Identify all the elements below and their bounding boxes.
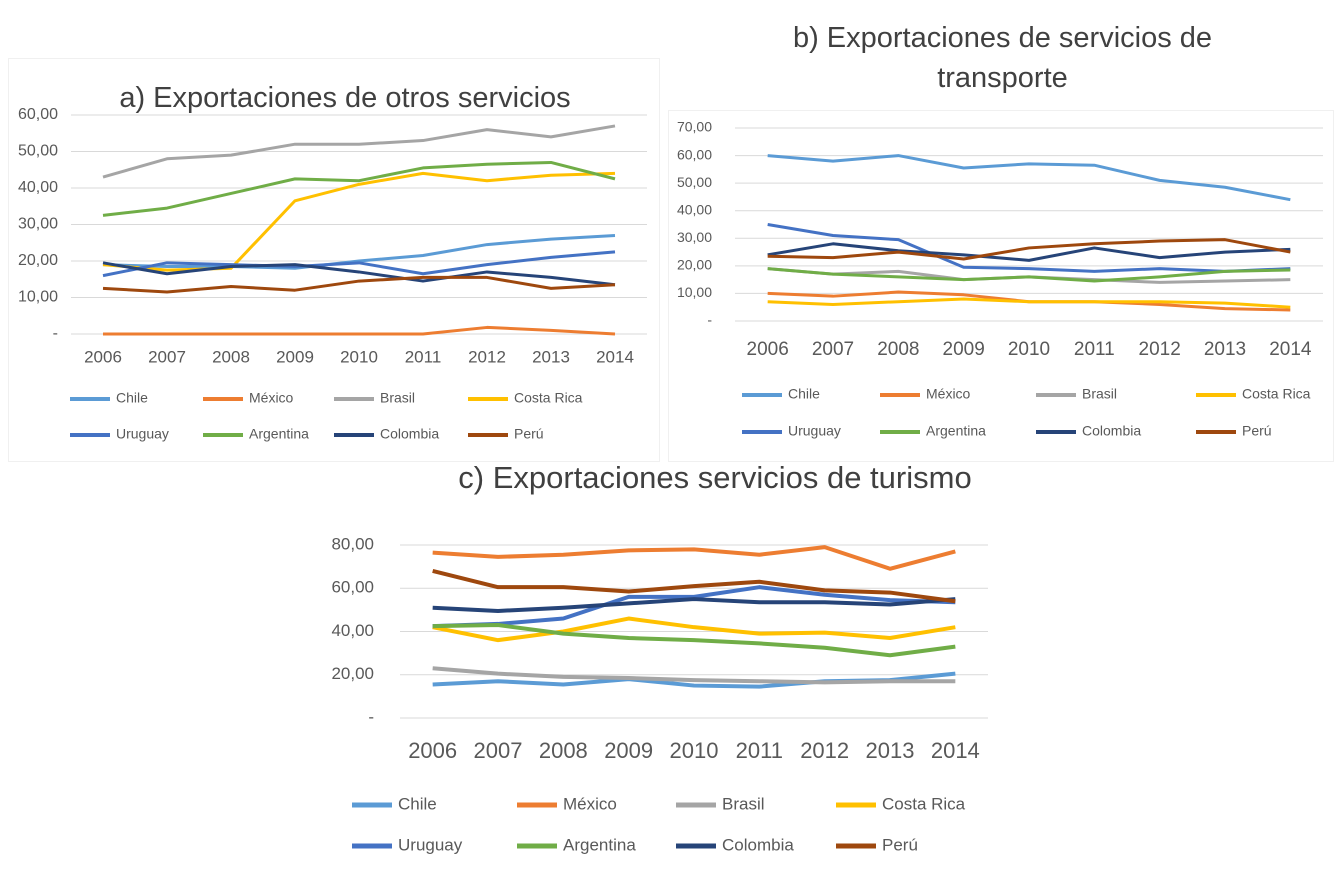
series-line (432, 623, 956, 658)
x-tick-label: 2012 (800, 738, 849, 763)
series-line (432, 666, 956, 685)
series-line (767, 267, 1291, 283)
series-line (102, 171, 616, 272)
legend-label: México (926, 386, 971, 402)
x-tick-label: 2006 (408, 738, 457, 763)
y-tick-label: 30,00 (677, 229, 712, 245)
series-line (102, 275, 616, 294)
series-line (432, 545, 956, 571)
series-line (767, 223, 1291, 273)
legend-label: México (249, 390, 294, 406)
legend-label: Costa Rica (514, 390, 583, 406)
x-tick-label: 2013 (532, 347, 570, 366)
x-tick-label: 2006 (84, 347, 122, 366)
series-line (102, 160, 616, 217)
legend-label: Argentina (249, 426, 309, 442)
x-tick-label: 2013 (866, 738, 915, 763)
series-line (767, 242, 1291, 262)
y-tick-label: 20,00 (331, 664, 374, 683)
x-tick-label: 2007 (474, 738, 523, 763)
y-tick-label: 40,00 (677, 201, 712, 217)
chart-title: b) Exportaciones de servicios de transpo… (792, 22, 1213, 94)
panel-a (8, 58, 660, 462)
legend-label: Chile (788, 386, 820, 402)
chart-title: c) Exportaciones servicios de turismo (458, 460, 972, 495)
legend-label: Brasil (380, 390, 415, 406)
y-tick-label: 80,00 (331, 534, 374, 553)
x-tick-label: 2012 (1139, 339, 1181, 360)
legend-label: Uruguay (788, 423, 841, 439)
legend-label: Argentina (926, 423, 986, 439)
x-tick-label: 2011 (736, 738, 783, 763)
y-tick-label: - (707, 312, 712, 328)
series-line (432, 585, 956, 629)
series-line (432, 597, 956, 613)
y-tick-label: 50,00 (18, 143, 58, 160)
x-tick-label: 2009 (276, 347, 314, 366)
legend-label: Colombia (1082, 423, 1141, 439)
y-tick-label: - (368, 707, 374, 726)
x-tick-label: 2008 (212, 347, 250, 366)
series-line (767, 297, 1291, 309)
panel-b (668, 110, 1334, 462)
x-tick-label: 2010 (670, 738, 719, 763)
x-tick-label: 2006 (747, 339, 789, 360)
series-line (103, 325, 616, 336)
series-line (767, 154, 1291, 202)
x-tick-label: 2012 (468, 347, 506, 366)
x-tick-label: 2008 (539, 738, 588, 763)
series-line (102, 250, 616, 278)
x-tick-label: 2011 (1074, 339, 1115, 360)
y-tick-label: 10,00 (677, 284, 712, 300)
series-line (102, 124, 616, 179)
y-tick-label: 50,00 (677, 174, 712, 190)
x-tick-label: 2011 (405, 347, 442, 366)
x-tick-label: 2010 (1008, 339, 1050, 360)
legend-label: Uruguay (116, 426, 169, 442)
legend-label: Uruguay (398, 835, 463, 854)
legend-label: Brasil (722, 794, 765, 813)
y-tick-label: 70,00 (677, 119, 712, 135)
legend-label: Perú (882, 835, 918, 854)
x-tick-label: 2010 (340, 347, 378, 366)
y-tick-label: 60,00 (18, 106, 58, 123)
series-line (102, 233, 616, 270)
x-tick-label: 2009 (604, 738, 653, 763)
x-tick-label: 2008 (877, 339, 919, 360)
x-tick-label: 2007 (812, 339, 854, 360)
y-tick-label: 40,00 (18, 179, 58, 196)
legend-label: Colombia (722, 835, 794, 854)
y-tick-label: 40,00 (331, 621, 374, 640)
series-line (432, 616, 956, 643)
legend-label: Costa Rica (1242, 386, 1311, 402)
x-tick-label: 2009 (943, 339, 985, 360)
legend-label: Chile (116, 390, 148, 406)
x-tick-label: 2014 (931, 738, 980, 763)
legend-label: Brasil (1082, 386, 1117, 402)
x-tick-label: 2014 (1269, 339, 1312, 360)
y-tick-label: 30,00 (18, 216, 58, 233)
legend-label: Chile (398, 794, 437, 813)
legend-label: Argentina (563, 835, 636, 854)
legend-label: Perú (514, 426, 544, 442)
y-tick-label: 60,00 (331, 578, 374, 597)
x-tick-label: 2013 (1204, 339, 1246, 360)
legend-label: Colombia (380, 426, 439, 442)
y-tick-label: 20,00 (18, 252, 58, 269)
y-tick-label: 20,00 (677, 257, 712, 273)
y-tick-label: - (53, 325, 58, 342)
series-line (102, 261, 616, 287)
series-line (432, 569, 956, 604)
chart-title: a) Exportaciones de otros servicios (119, 82, 571, 114)
legend-label: Costa Rica (882, 794, 966, 813)
y-tick-label: 10,00 (18, 289, 58, 306)
y-tick-label: 60,00 (677, 146, 712, 162)
series-line (767, 238, 1291, 261)
legend-label: México (563, 794, 617, 813)
legend-label: Perú (1242, 423, 1272, 439)
x-tick-label: 2014 (596, 347, 634, 366)
x-tick-label: 2007 (148, 347, 186, 366)
